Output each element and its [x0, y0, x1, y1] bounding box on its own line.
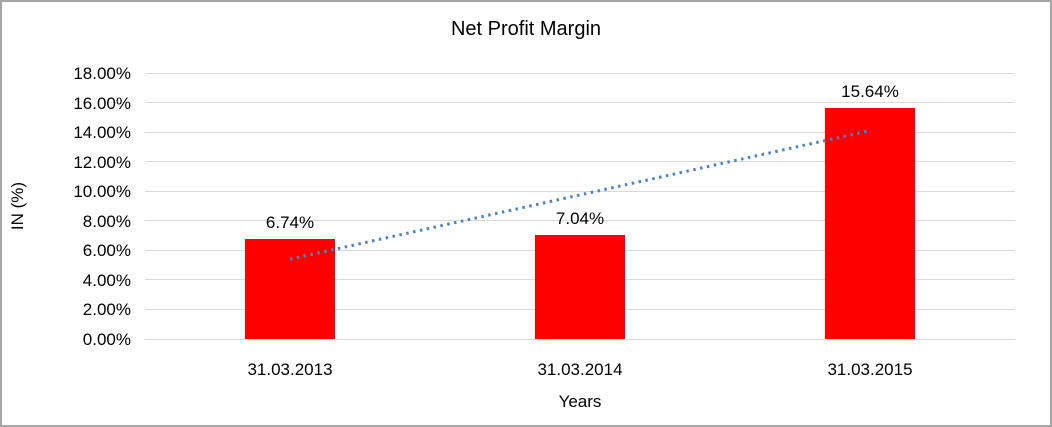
- bar-31.03.2013: [245, 239, 335, 339]
- y-tick-label: 16.00%: [73, 93, 131, 113]
- data-label: 6.74%: [265, 213, 315, 233]
- gridline: [145, 102, 1015, 104]
- bar-31.03.2014: [535, 234, 625, 339]
- category-label: 31.03.2013: [247, 360, 333, 379]
- gridline: [145, 338, 1015, 340]
- category-label: 31.03.2015: [827, 360, 913, 379]
- data-label: 15.64%: [841, 81, 899, 101]
- y-tick-label: 0.00%: [82, 330, 131, 349]
- gridline: [145, 72, 1015, 74]
- y-tick-label: 2.00%: [82, 300, 131, 320]
- y-tick-label: 6.00%: [82, 241, 131, 261]
- y-tick-label: 14.00%: [73, 123, 131, 143]
- data-label: 7.04%: [555, 208, 605, 228]
- x-axis-title: Years: [558, 392, 602, 411]
- y-tick-label: 12.00%: [73, 152, 131, 172]
- y-tick-label: 8.00%: [82, 211, 131, 231]
- chart-title: Net Profit Margin: [450, 18, 602, 40]
- category-label: 31.03.2014: [537, 360, 623, 379]
- bar-31.03.2015: [825, 107, 915, 339]
- y-tick-label: 18.00%: [73, 64, 131, 83]
- y-tick-label: 4.00%: [82, 270, 131, 290]
- y-tick-label: 10.00%: [73, 182, 131, 202]
